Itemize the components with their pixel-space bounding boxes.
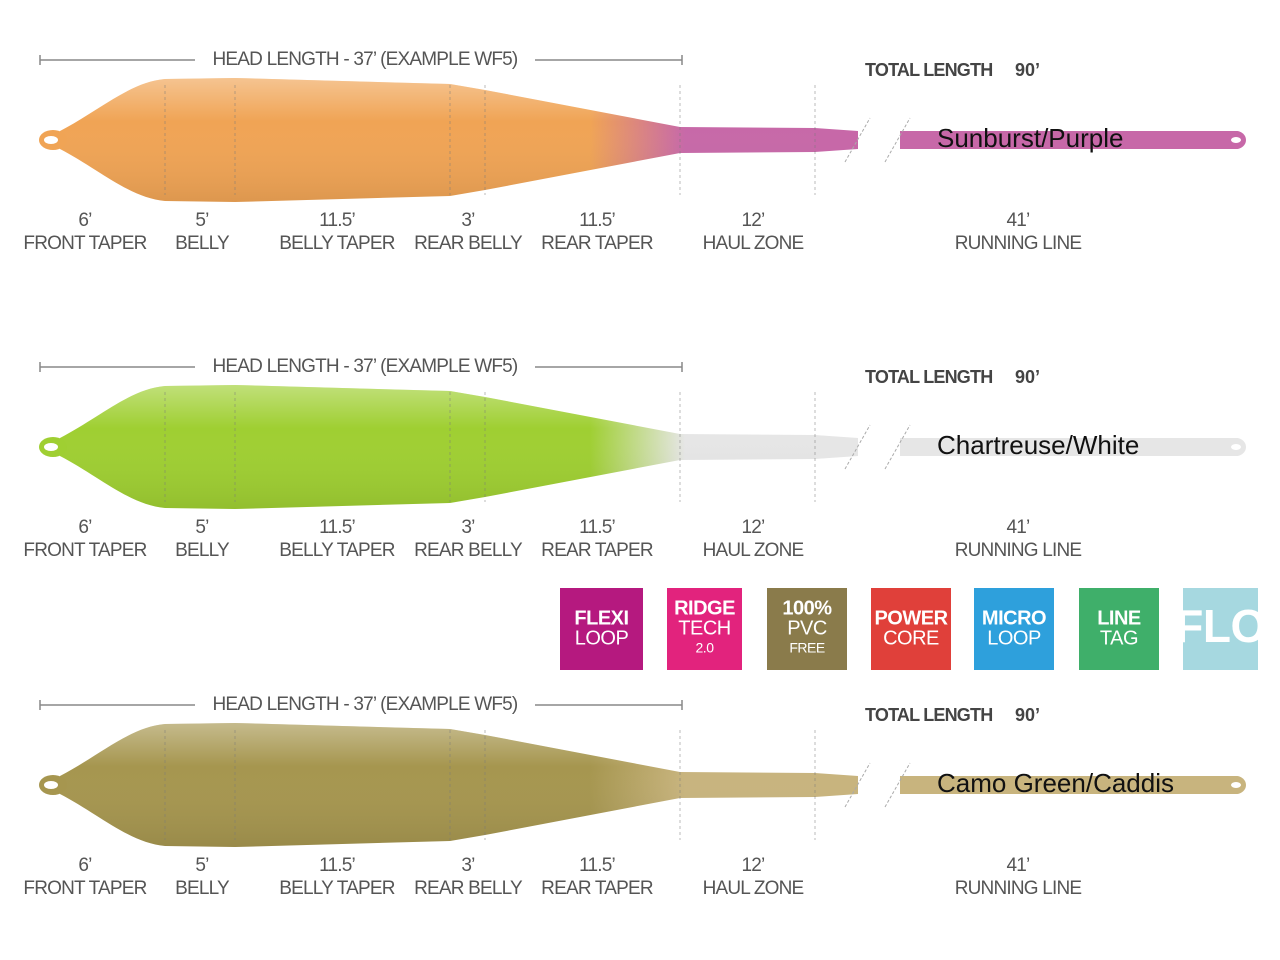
head-sheen <box>60 78 815 202</box>
segment-length: 41’ <box>1007 517 1031 538</box>
head-length: HEAD LENGTH - 37’ (EXAMPLE WF5) <box>213 694 518 715</box>
total-length-label: TOTAL LENGTH <box>865 60 992 80</box>
loop-hole <box>1231 444 1241 450</box>
running-line <box>815 773 1245 797</box>
segment-name: BELLY TAPER <box>279 540 395 561</box>
segment-name: BELLY <box>175 878 230 899</box>
segment-length: 11.5’ <box>319 210 355 231</box>
badge-text: MICRO <box>982 607 1046 629</box>
segment-name: RUNNING LINE <box>955 233 1082 254</box>
segment-name: RUNNING LINE <box>955 878 1082 899</box>
badge-text: FLO <box>1175 600 1265 652</box>
segment-name: HAUL ZONE <box>703 540 804 561</box>
segment-name: FRONT TAPER <box>23 878 146 899</box>
segment-length: 11.5’ <box>579 210 615 231</box>
segment-name: HAUL ZONE <box>703 878 804 899</box>
segment-name: BELLY TAPER <box>279 878 395 899</box>
segment-name: FRONT TAPER <box>23 233 146 254</box>
segment-length: 5’ <box>195 517 209 538</box>
segment-name: REAR TAPER <box>541 540 653 561</box>
color-name: Chartreuse/White <box>937 430 1139 460</box>
head-length: HEAD LENGTH - 37’ (EXAMPLE WF5) <box>213 49 518 70</box>
badge-text: POWER <box>874 607 948 629</box>
total-length: 90’ <box>1015 367 1040 387</box>
running-line <box>815 128 1245 152</box>
segment-length: 41’ <box>1007 855 1031 876</box>
feature-badge <box>667 588 742 670</box>
break-mark <box>844 117 871 163</box>
segment-length: 6’ <box>78 210 92 231</box>
feature-badge <box>974 588 1054 670</box>
badge-text: LOOP <box>987 627 1041 649</box>
badge-text: CORE <box>883 627 939 649</box>
segment-name: REAR TAPER <box>541 878 653 899</box>
segment-length: 11.5’ <box>579 855 615 876</box>
break-mark <box>844 762 871 808</box>
total-length: 90’ <box>1015 60 1040 80</box>
loop-hole <box>44 443 58 451</box>
break-mark <box>884 762 911 808</box>
break-mark <box>884 424 911 470</box>
loop-hole <box>44 136 58 144</box>
segment-name: BELLY TAPER <box>279 233 395 254</box>
head-sheen <box>60 385 815 509</box>
badge-text: PVC <box>787 617 827 639</box>
badge-text: LINE <box>1097 607 1141 629</box>
badge-text: TAG <box>1100 627 1138 649</box>
segment-name: HAUL ZONE <box>703 233 804 254</box>
badge-text: TECH <box>678 617 730 639</box>
feature-badge <box>1079 588 1159 670</box>
segment-length: 6’ <box>78 855 92 876</box>
segment-name: REAR BELLY <box>414 540 523 561</box>
feature-badge <box>871 588 951 670</box>
segment-length: 41’ <box>1007 210 1031 231</box>
loop-hole <box>1231 782 1241 788</box>
total-length-label: TOTAL LENGTH <box>865 367 992 387</box>
color-name: Camo Green/Caddis <box>937 768 1174 798</box>
badge-text: FLEXI <box>574 607 628 629</box>
total-length-label: TOTAL LENGTH <box>865 705 992 725</box>
segment-name: REAR BELLY <box>414 878 523 899</box>
segment-name: REAR BELLY <box>414 233 523 254</box>
segment-length: 3’ <box>461 210 475 231</box>
segment-length: 3’ <box>461 855 475 876</box>
badge-text: FREE <box>789 640 825 656</box>
segment-name: BELLY <box>175 540 230 561</box>
break-mark <box>884 117 911 163</box>
segment-name: REAR TAPER <box>541 233 653 254</box>
badge-text: LOOP <box>575 627 629 649</box>
loop-hole <box>1231 137 1241 143</box>
running-line <box>815 435 1245 459</box>
segment-length: 12’ <box>742 210 766 231</box>
feature-badge <box>767 588 847 670</box>
segment-name: BELLY <box>175 233 230 254</box>
total-length: 90’ <box>1015 705 1040 725</box>
segment-length: 5’ <box>195 210 209 231</box>
segment-length: 6’ <box>78 517 92 538</box>
segment-length: 11.5’ <box>319 517 355 538</box>
segment-length: 5’ <box>195 855 209 876</box>
segment-length: 11.5’ <box>319 855 355 876</box>
feature-badge <box>1183 588 1258 670</box>
segment-length: 3’ <box>461 517 475 538</box>
color-name: Sunburst/Purple <box>937 123 1123 153</box>
head-sheen <box>60 723 815 847</box>
badge-text: RIDGE <box>674 597 735 619</box>
segment-length: 12’ <box>742 517 766 538</box>
segment-length: 12’ <box>742 855 766 876</box>
badge-text: 100% <box>782 597 832 619</box>
head-length: HEAD LENGTH - 37’ (EXAMPLE WF5) <box>213 356 518 377</box>
segment-name: RUNNING LINE <box>955 540 1082 561</box>
badge-text: 2.0 <box>696 640 715 656</box>
feature-badge <box>560 588 643 670</box>
loop-hole <box>44 781 58 789</box>
segment-length: 11.5’ <box>579 517 615 538</box>
break-mark <box>844 424 871 470</box>
segment-name: FRONT TAPER <box>23 540 146 561</box>
